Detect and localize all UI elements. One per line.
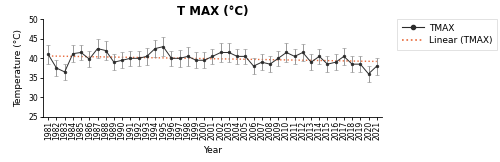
X-axis label: Year: Year	[203, 146, 222, 155]
Title: T MAX (°C): T MAX (°C)	[177, 5, 248, 18]
Y-axis label: Temperature (°C): Temperature (°C)	[14, 29, 23, 107]
Legend: TMAX, Linear (TMAX): TMAX, Linear (TMAX)	[397, 19, 497, 50]
